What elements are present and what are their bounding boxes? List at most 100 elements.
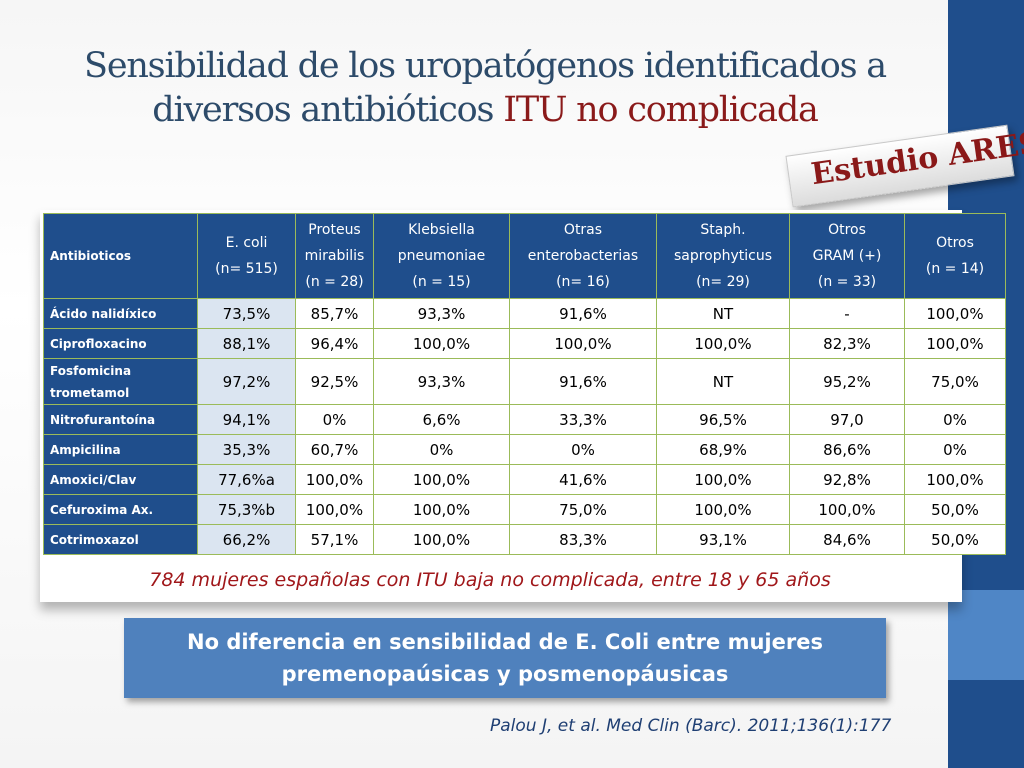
- column-header-line: (n = 28): [305, 274, 364, 290]
- row-label-line: Fosfomicina: [50, 363, 132, 378]
- column-header: E. coli (n= 515): [197, 213, 296, 299]
- table-cell: 84,6%: [789, 524, 905, 555]
- table-cell: 75,3%b: [197, 494, 296, 525]
- table-cell: 92,8%: [789, 464, 905, 495]
- row-label-line: Ciprofloxacino: [50, 336, 147, 351]
- row-label: Cefuroxima Ax.: [43, 494, 198, 525]
- table-cell: 100,0%: [656, 494, 790, 525]
- column-header: Klebsiella pneumoniae (n = 15): [373, 213, 510, 299]
- table-cell: 97,2%: [197, 358, 296, 405]
- column-header-line: Otras: [563, 222, 603, 238]
- table-cell: 33,3%: [509, 404, 657, 435]
- column-header-line: (n= 29): [696, 274, 750, 290]
- table-cell: 93,3%: [373, 358, 510, 405]
- table-cell: 100,0%: [373, 524, 510, 555]
- column-header: Staph. saprophyticus (n= 29): [656, 213, 790, 299]
- table-cell: 100,0%: [904, 328, 1006, 359]
- table-cell: 57,1%: [295, 524, 374, 555]
- column-header-line: (n = 14): [925, 261, 985, 277]
- table-cell: 75,0%: [509, 494, 657, 525]
- side-decoration-band: [948, 590, 1024, 680]
- table-cell: 91,6%: [509, 298, 657, 329]
- title-line-2-prefix: diversos antibióticos: [152, 90, 504, 130]
- column-header-line: saprophyticus: [673, 248, 773, 264]
- row-label-line: Amoxici/Clav: [50, 472, 137, 487]
- column-header: Proteus mirabilis (n = 28): [295, 213, 374, 299]
- table-cell: 0%: [295, 404, 374, 435]
- callout-line-2: premenopaúsicas y posmenopáusicas: [281, 662, 729, 686]
- table-cell: 50,0%: [904, 524, 1006, 555]
- table-cell: 0%: [904, 434, 1006, 465]
- table-cell: 100,0%: [789, 494, 905, 525]
- row-label: Ampicilina: [43, 434, 198, 465]
- table-cell: 60,7%: [295, 434, 374, 465]
- row-label-line: Nitrofurantoína: [50, 412, 156, 427]
- table-cell: 96,5%: [656, 404, 790, 435]
- row-label: Amoxici/Clav: [43, 464, 198, 495]
- callout-line-1: No diferencia en sensibilidad de E. Coli…: [187, 630, 823, 654]
- table-row: Fosfomicina trometamol 97,2% 92,5% 93,3% 91,6…: [43, 358, 1006, 405]
- title-line-1: Sensibilidad de los uropatógenos identif…: [84, 46, 887, 86]
- row-label: Ciprofloxacino: [43, 328, 198, 359]
- table-cell: 75,0%: [904, 358, 1006, 405]
- table-cell: 6,6%: [373, 404, 510, 435]
- column-header-line: pneumoniae: [397, 248, 486, 264]
- table-cell: 100,0%: [295, 494, 374, 525]
- table-row: Cotrimoxazol 66,2% 57,1% 100,0% 83,3% 93,1% 84…: [43, 524, 1006, 555]
- table-cell: 35,3%: [197, 434, 296, 465]
- table-cell: 85,7%: [295, 298, 374, 329]
- table-cell: 97,0: [789, 404, 905, 435]
- table-cell: 91,6%: [509, 358, 657, 405]
- table-cell: -: [789, 298, 905, 329]
- table-cell: 100,0%: [509, 328, 657, 359]
- table-cell: 100,0%: [373, 464, 510, 495]
- column-header-line: GRAM (+): [812, 248, 882, 264]
- table-cell: 92,5%: [295, 358, 374, 405]
- table-cell: 93,1%: [656, 524, 790, 555]
- table-row: Cefuroxima Ax. 75,3%b 100,0% 100,0% 75,0% 100…: [43, 494, 1006, 525]
- table-cell: 50,0%: [904, 494, 1006, 525]
- table-cell: 86,6%: [789, 434, 905, 465]
- title-highlight: ITU no complicada: [503, 90, 819, 130]
- column-header-line: enterobacterias: [527, 248, 639, 264]
- column-header: Otros (n = 14): [904, 213, 1006, 299]
- table-cell: 82,3%: [789, 328, 905, 359]
- row-label-line: Cotrimoxazol: [50, 532, 139, 547]
- table-cell: 88,1%: [197, 328, 296, 359]
- table-cell: 0%: [373, 434, 510, 465]
- column-header-line: mirabilis: [304, 248, 365, 264]
- column-header: Otros GRAM (+) (n = 33): [789, 213, 905, 299]
- study-caption: 784 mujeres españolas con ITU baja no co…: [149, 569, 831, 591]
- column-header-line: (n = 15): [412, 274, 471, 290]
- table-cell: 66,2%: [197, 524, 296, 555]
- row-label-line: Ácido nalidíxico: [50, 306, 157, 321]
- table-cell: 100,0%: [373, 494, 510, 525]
- table-cell: 83,3%: [509, 524, 657, 555]
- table-row: Ciprofloxacino 88,1% 96,4% 100,0% 100,0% 100,…: [43, 328, 1006, 359]
- column-header-line: (n= 16): [556, 274, 610, 290]
- column-header-line: E. coli: [225, 235, 268, 251]
- table-row: Ampicilina 35,3% 60,7% 0% 0% 68,9% 86,6% 0%: [43, 434, 1006, 465]
- header-antibiotics: Antibioticos: [43, 213, 198, 299]
- column-header-line: (n = 33): [817, 274, 877, 290]
- table-cell: 100,0%: [295, 464, 374, 495]
- row-label-line: trometamol: [50, 385, 130, 400]
- column-header-line: Staph.: [700, 222, 746, 238]
- row-label-line: Ampicilina: [50, 442, 121, 457]
- table-cell: NT: [656, 358, 790, 405]
- column-header: Otras enterobacterias (n= 16): [509, 213, 657, 299]
- citation: Palou J, et al. Med Clin (Barc). 2011;13…: [490, 716, 892, 736]
- table-cell: 100,0%: [373, 328, 510, 359]
- table-header: Antibioticos E. coli (n= 515) Proteus mirab…: [43, 213, 1006, 299]
- table-cell: 100,0%: [656, 328, 790, 359]
- table-cell: 77,6%a: [197, 464, 296, 495]
- table-body: Ácido nalidíxico 73,5% 85,7% 93,3% 91,6% NT -1…: [43, 298, 1006, 555]
- column-header-line: Klebsiella: [408, 222, 475, 238]
- row-label-line: Cefuroxima Ax.: [50, 502, 154, 517]
- table-row: Ácido nalidíxico 73,5% 85,7% 93,3% 91,6% NT -1…: [43, 298, 1006, 329]
- table-panel: Antibioticos E. coli (n= 515) Proteus mirab…: [40, 210, 1006, 602]
- conclusion-callout: No diferencia en sensibilidad de E. Coli…: [124, 618, 886, 698]
- table-cell: 41,6%: [509, 464, 657, 495]
- table-cell: 68,9%: [656, 434, 790, 465]
- table-cell: 0%: [904, 404, 1006, 435]
